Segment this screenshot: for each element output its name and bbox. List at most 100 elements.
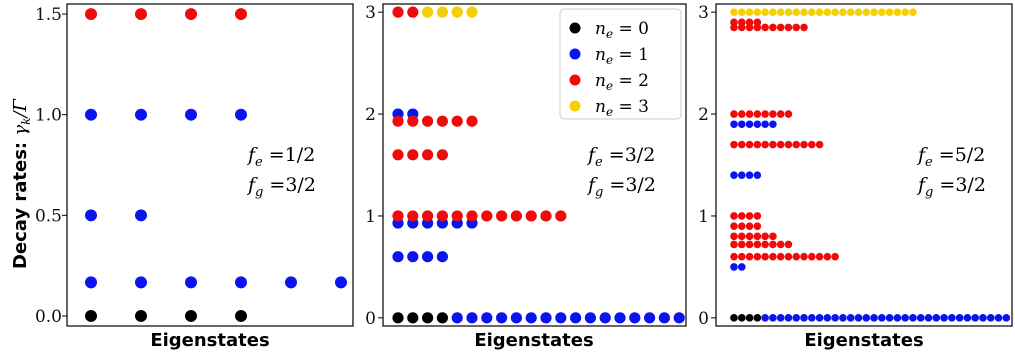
- data-point-ne-3: [776, 8, 785, 16]
- data-point-ne-1: [971, 314, 979, 322]
- data-point-ne-2: [769, 240, 777, 249]
- data-point-ne-1: [924, 314, 933, 322]
- data-point-ne-1: [948, 314, 956, 322]
- data-point-ne-3: [870, 8, 878, 16]
- data-point-ne-2: [235, 8, 247, 21]
- y-axis-label-symbol: γ: [10, 125, 31, 136]
- data-point-ne-1: [808, 314, 816, 322]
- data-point-ne-2: [737, 240, 746, 249]
- data-point-ne-1: [135, 276, 147, 289]
- data-point-ne-2: [185, 8, 197, 21]
- data-point-ne-2: [753, 232, 762, 241]
- data-point-ne-2: [737, 222, 746, 230]
- data-point-ne-2: [392, 115, 404, 127]
- data-point-ne-3: [753, 8, 762, 16]
- data-point-ne-1: [893, 314, 902, 322]
- data-point-ne-2: [761, 140, 769, 149]
- data-point-ne-1: [481, 312, 493, 324]
- data-point-ne-2: [436, 115, 448, 127]
- data-point-ne-2: [730, 232, 738, 241]
- data-point-ne-3: [862, 8, 871, 16]
- data-point-ne-1: [510, 312, 522, 324]
- data-point-ne-1: [285, 276, 297, 289]
- data-point-ne-2: [761, 252, 769, 261]
- data-point-ne-2: [745, 222, 754, 230]
- panel-2-annotation-fg: fg =3/2: [586, 174, 656, 200]
- data-point-ne-2: [800, 140, 808, 149]
- y-axis-label-sub: k: [19, 118, 33, 125]
- y-axis-label: Decay rates: γk/Γ: [10, 97, 33, 269]
- data-point-ne-2: [436, 210, 448, 222]
- y-axis-label-suffix: /Γ: [10, 97, 31, 119]
- data-point-ne-2: [745, 232, 754, 241]
- data-point-ne-3: [823, 8, 832, 16]
- data-point-ne-1: [769, 314, 777, 322]
- data-point-ne-1: [1002, 314, 1011, 322]
- data-point-ne-3: [815, 8, 824, 16]
- panel-1-annotation-fe: fe =1/2: [246, 144, 315, 170]
- data-point-ne-3: [885, 8, 894, 16]
- data-point-ne-2: [436, 149, 448, 161]
- data-point-ne-1: [831, 314, 839, 322]
- data-point-ne-2: [753, 240, 762, 249]
- data-point-ne-2: [510, 210, 522, 222]
- data-point-ne-1: [885, 314, 894, 322]
- data-point-ne-2: [481, 210, 493, 222]
- data-point-ne-2: [745, 140, 754, 149]
- data-point-ne-2: [407, 115, 419, 127]
- panel-1-y-tick-label: 1.5: [35, 5, 62, 25]
- data-point-ne-0: [392, 312, 404, 324]
- data-point-ne-2: [392, 210, 404, 222]
- data-point-ne-2: [769, 232, 777, 241]
- data-point-ne-3: [730, 8, 738, 16]
- data-point-ne-1: [846, 314, 855, 322]
- legend-box: [559, 8, 682, 120]
- data-point-ne-3: [737, 8, 746, 16]
- data-point-ne-0: [745, 314, 754, 322]
- data-point-ne-2: [761, 232, 769, 241]
- data-point-ne-2: [753, 140, 762, 149]
- data-point-ne-2: [792, 140, 801, 149]
- data-point-ne-3: [854, 8, 863, 16]
- data-point-ne-1: [862, 314, 871, 322]
- data-point-ne-2: [776, 23, 785, 32]
- panel-2-frame: [382, 3, 687, 327]
- panel-2-x-axis-label: Eigenstates: [474, 330, 593, 351]
- data-point-ne-2: [407, 149, 419, 161]
- data-point-ne-0: [407, 312, 419, 324]
- data-point-ne-2: [769, 110, 777, 118]
- legend-marker-ne-2: [569, 74, 581, 86]
- data-point-ne-2: [776, 110, 785, 118]
- data-point-ne-0: [730, 314, 738, 322]
- data-point-ne-3: [808, 8, 816, 16]
- data-point-ne-2: [730, 222, 738, 230]
- data-point-ne-1: [776, 314, 785, 322]
- data-point-ne-2: [808, 252, 816, 261]
- data-point-ne-3: [909, 8, 917, 16]
- data-point-ne-3: [745, 8, 754, 16]
- data-point-ne-1: [909, 314, 917, 322]
- data-point-ne-2: [737, 212, 746, 220]
- data-point-ne-2: [784, 240, 793, 249]
- legend-marker-ne-3: [569, 100, 581, 112]
- data-point-ne-2: [730, 18, 738, 27]
- data-point-ne-2: [496, 210, 508, 222]
- data-point-ne-0: [737, 314, 746, 322]
- data-point-ne-1: [629, 312, 641, 324]
- data-point-ne-0: [85, 309, 97, 322]
- data-point-ne-2: [737, 140, 746, 149]
- data-point-ne-2: [776, 240, 785, 249]
- data-point-ne-2: [737, 18, 746, 27]
- data-point-ne-2: [422, 115, 434, 127]
- data-point-ne-1: [916, 314, 925, 322]
- data-point-ne-2: [753, 18, 762, 27]
- data-point-ne-2: [85, 8, 97, 21]
- data-point-ne-1: [235, 108, 247, 121]
- data-point-ne-3: [784, 8, 793, 16]
- data-point-ne-2: [466, 115, 478, 127]
- data-point-ne-1: [599, 312, 611, 324]
- data-point-ne-1: [730, 120, 738, 129]
- data-point-ne-0: [436, 312, 448, 324]
- data-point-ne-1: [235, 276, 247, 289]
- data-point-ne-1: [525, 312, 537, 324]
